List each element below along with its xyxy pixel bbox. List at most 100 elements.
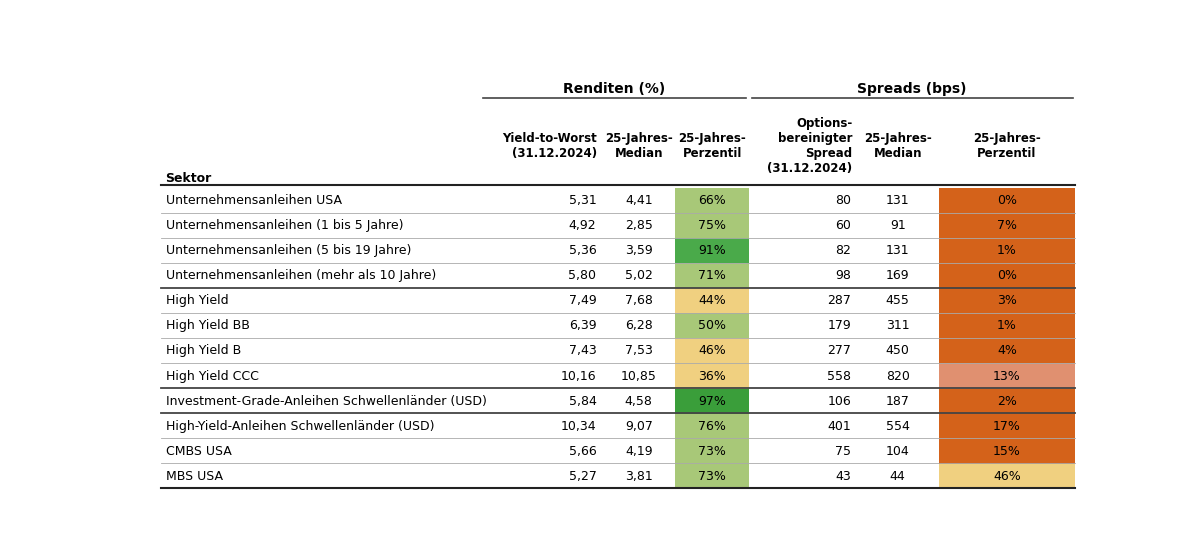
Bar <box>676 314 749 338</box>
Text: 401: 401 <box>828 419 851 433</box>
Text: CMBS USA: CMBS USA <box>166 445 232 458</box>
Text: High Yield B: High Yield B <box>166 345 241 357</box>
Bar <box>161 388 1075 414</box>
Bar <box>938 314 1075 338</box>
Bar <box>938 188 1075 213</box>
Bar <box>676 388 749 414</box>
Text: MBS USA: MBS USA <box>166 470 223 483</box>
Text: 7,53: 7,53 <box>625 345 653 357</box>
Text: 5,36: 5,36 <box>569 244 596 257</box>
Text: 554: 554 <box>886 419 910 433</box>
Text: 97%: 97% <box>698 394 726 408</box>
Bar <box>161 439 1075 464</box>
Text: 91: 91 <box>890 219 906 232</box>
Bar <box>161 188 1075 213</box>
Bar <box>676 464 749 489</box>
Text: Unternehmensanleihen (1 bis 5 Jahre): Unternehmensanleihen (1 bis 5 Jahre) <box>166 219 403 232</box>
Text: 7,49: 7,49 <box>569 294 596 307</box>
Text: 44%: 44% <box>698 294 726 307</box>
Bar <box>938 464 1075 489</box>
Text: 4,92: 4,92 <box>569 219 596 232</box>
Text: 7,43: 7,43 <box>569 345 596 357</box>
Text: 60: 60 <box>835 219 851 232</box>
Text: 10,16: 10,16 <box>560 370 596 382</box>
Text: 7%: 7% <box>997 219 1016 232</box>
Text: 73%: 73% <box>698 445 726 458</box>
Text: 3,59: 3,59 <box>625 244 653 257</box>
Bar <box>938 439 1075 464</box>
Bar <box>161 464 1075 489</box>
Bar <box>938 238 1075 263</box>
Bar <box>161 314 1075 338</box>
Text: 179: 179 <box>828 320 851 332</box>
Bar <box>938 213 1075 238</box>
Text: Unternehmensanleihen (5 bis 19 Jahre): Unternehmensanleihen (5 bis 19 Jahre) <box>166 244 412 257</box>
Text: 106: 106 <box>828 394 851 408</box>
Text: 4,19: 4,19 <box>625 445 653 458</box>
Text: Sektor: Sektor <box>164 172 211 184</box>
Text: 36%: 36% <box>698 370 726 382</box>
Text: 82: 82 <box>835 244 851 257</box>
Bar <box>676 213 749 238</box>
Text: Yield-to-Worst
(31.12.2024): Yield-to-Worst (31.12.2024) <box>503 132 598 161</box>
Text: 43: 43 <box>835 470 851 483</box>
Text: 1%: 1% <box>997 320 1016 332</box>
Text: 10,85: 10,85 <box>620 370 656 382</box>
Bar <box>676 363 749 388</box>
Text: 66%: 66% <box>698 194 726 207</box>
Text: Investment-Grade-Anleihen Schwellenländer (USD): Investment-Grade-Anleihen Schwellenlände… <box>166 394 487 408</box>
Text: 75: 75 <box>835 445 851 458</box>
Text: 0%: 0% <box>997 194 1016 207</box>
Bar <box>676 414 749 439</box>
Text: 450: 450 <box>886 345 910 357</box>
Bar <box>161 414 1075 439</box>
Text: 98: 98 <box>835 269 851 283</box>
Text: 1%: 1% <box>997 244 1016 257</box>
Bar <box>938 288 1075 314</box>
Text: 80: 80 <box>835 194 851 207</box>
Text: 9,07: 9,07 <box>625 419 653 433</box>
Text: 3,81: 3,81 <box>625 470 653 483</box>
Text: 13%: 13% <box>994 370 1021 382</box>
Text: 17%: 17% <box>994 419 1021 433</box>
Text: 5,84: 5,84 <box>569 394 596 408</box>
Text: 2,85: 2,85 <box>625 219 653 232</box>
Text: 820: 820 <box>886 370 910 382</box>
Text: 7,68: 7,68 <box>625 294 653 307</box>
Text: 187: 187 <box>886 394 910 408</box>
Text: 5,02: 5,02 <box>625 269 653 283</box>
Text: 4,41: 4,41 <box>625 194 653 207</box>
Text: 75%: 75% <box>698 219 726 232</box>
Text: 311: 311 <box>886 320 910 332</box>
Text: 25-Jahres-
Median: 25-Jahres- Median <box>864 132 931 161</box>
Text: 46%: 46% <box>994 470 1021 483</box>
Text: 6,28: 6,28 <box>625 320 653 332</box>
Text: 10,34: 10,34 <box>560 419 596 433</box>
Bar <box>676 288 749 314</box>
Text: 0%: 0% <box>997 269 1016 283</box>
Text: 558: 558 <box>827 370 851 382</box>
Bar <box>161 213 1075 238</box>
Text: 6,39: 6,39 <box>569 320 596 332</box>
Text: 44: 44 <box>890 470 906 483</box>
Text: Unternehmensanleihen (mehr als 10 Jahre): Unternehmensanleihen (mehr als 10 Jahre) <box>166 269 436 283</box>
Text: 5,27: 5,27 <box>569 470 596 483</box>
Text: High-Yield-Anleihen Schwellenländer (USD): High-Yield-Anleihen Schwellenländer (USD… <box>166 419 434 433</box>
Text: 4,58: 4,58 <box>625 394 653 408</box>
Bar <box>676 263 749 288</box>
Bar <box>161 238 1075 263</box>
Text: 131: 131 <box>886 244 910 257</box>
Text: 73%: 73% <box>698 470 726 483</box>
Bar <box>938 414 1075 439</box>
Bar <box>676 338 749 363</box>
Text: 71%: 71% <box>698 269 726 283</box>
Text: 3%: 3% <box>997 294 1016 307</box>
Bar <box>161 288 1075 314</box>
Bar <box>938 338 1075 363</box>
Bar <box>161 363 1075 388</box>
Text: High Yield BB: High Yield BB <box>166 320 250 332</box>
Text: 25-Jahres-
Perzentil: 25-Jahres- Perzentil <box>973 132 1040 161</box>
Bar <box>938 363 1075 388</box>
Bar <box>161 338 1075 363</box>
Text: 5,31: 5,31 <box>569 194 596 207</box>
